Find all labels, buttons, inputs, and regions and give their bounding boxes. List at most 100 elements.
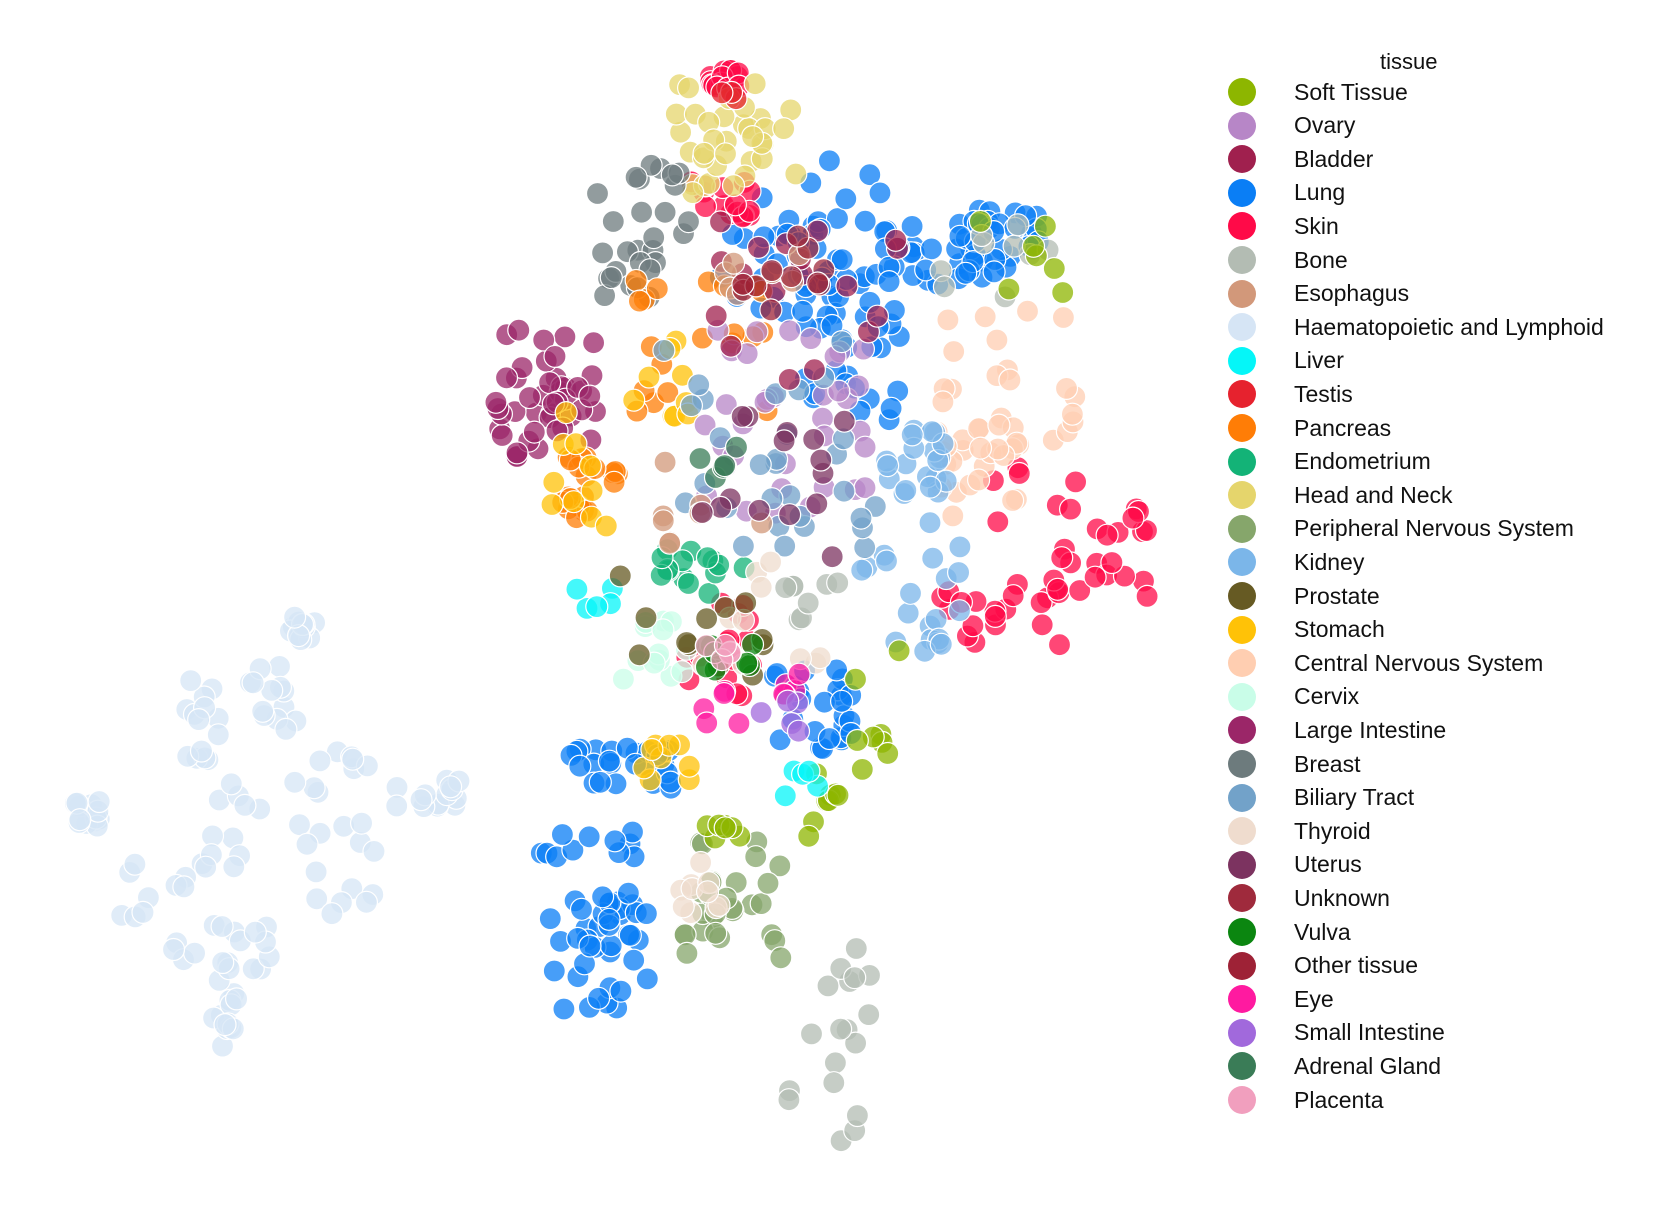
point-unknown — [779, 265, 803, 289]
point-haematopoietic-and-lymphoid — [362, 839, 386, 864]
legend-label: Skin — [1294, 212, 1339, 239]
point-central-nervous-system — [966, 417, 991, 441]
point-prostate — [694, 606, 719, 631]
point-soft-tissue — [1033, 214, 1058, 238]
point-lung — [877, 270, 901, 294]
point-pancreas — [602, 470, 626, 494]
point-liver — [565, 577, 589, 601]
point-kidney — [896, 601, 920, 625]
legend-item: Ovary — [1225, 109, 1355, 143]
point-lung — [552, 997, 576, 1021]
legend-label: Kidney — [1294, 548, 1365, 575]
legend-item: Other tissue — [1225, 949, 1418, 983]
point-central-nervous-system — [966, 468, 991, 492]
point-skin — [1030, 613, 1054, 637]
legend-marker — [1228, 111, 1256, 140]
point-skin — [1007, 461, 1031, 486]
point-soft-tissue — [713, 816, 737, 840]
legend-item: Central Nervous System — [1225, 646, 1543, 680]
legend-item: Esophagus — [1225, 277, 1409, 311]
point-central-nervous-system — [941, 504, 965, 528]
point-bladder — [719, 334, 743, 358]
point-adrenal-gland — [724, 435, 749, 459]
point-haematopoietic-and-lymphoid — [283, 770, 307, 794]
point-biliary-tract — [748, 453, 772, 477]
legend-item: Uterus — [1225, 848, 1362, 882]
point-large-intestine — [494, 366, 519, 390]
point-central-nervous-system — [942, 339, 966, 364]
legend-item: Adrenal Gland — [1225, 1049, 1441, 1083]
legend-item: Unknown — [1225, 881, 1390, 915]
legend-marker — [1228, 414, 1256, 442]
point-soft-tissue — [1042, 256, 1066, 281]
legend-marker — [1228, 1018, 1256, 1047]
legend-marker — [1228, 615, 1256, 644]
point-bladder — [884, 228, 908, 252]
point-skin — [1047, 633, 1072, 657]
legend-label: Uterus — [1294, 851, 1362, 878]
legend-item: Small Intestine — [1225, 1016, 1445, 1050]
point-large-intestine — [543, 344, 567, 368]
point-cervix — [611, 667, 636, 691]
point-kidney — [918, 511, 942, 535]
point-ovary — [853, 435, 877, 459]
point-central-nervous-system — [1000, 488, 1025, 513]
point-skin — [1135, 584, 1159, 609]
point-bone — [843, 965, 867, 990]
point-haematopoietic-and-lymphoid — [341, 747, 365, 771]
legend-label: Pancreas — [1294, 414, 1392, 441]
legend-item: Thyroid — [1225, 814, 1371, 848]
legend-marker — [1228, 279, 1256, 308]
point-biliary-tract — [832, 479, 856, 503]
point-soft-tissue — [876, 741, 900, 766]
point-biliary-tract — [687, 373, 711, 397]
point-skin — [983, 604, 1007, 629]
point-bladder — [708, 210, 733, 234]
legend-marker — [1228, 145, 1256, 174]
point-central-nervous-system — [1015, 299, 1040, 323]
point-uterus — [820, 545, 844, 569]
point-biliary-tract — [849, 506, 873, 530]
point-haematopoietic-and-lymphoid — [213, 1012, 237, 1037]
point-bone — [845, 1103, 870, 1128]
point-skin — [1050, 546, 1074, 570]
point-skin — [986, 510, 1010, 534]
legend-label: Testis — [1294, 380, 1353, 407]
point-stomach — [554, 401, 578, 425]
point-eye — [695, 711, 719, 735]
legend-marker — [1228, 1052, 1256, 1081]
point-bone — [777, 1088, 801, 1112]
legend-label: Central Nervous System — [1294, 649, 1544, 676]
point-central-nervous-system — [985, 328, 1009, 352]
point-ovary — [777, 319, 802, 343]
point-lung — [790, 299, 815, 323]
point-haematopoietic-and-lymphoid — [320, 902, 344, 926]
legend-marker — [1228, 1086, 1256, 1114]
point-kidney — [947, 599, 972, 623]
point-kidney — [894, 478, 918, 502]
point-central-nervous-system — [968, 436, 993, 460]
point-eye — [787, 662, 811, 686]
point-haematopoietic-and-lymphoid — [304, 860, 328, 884]
legend-title: tissue — [1380, 49, 1438, 74]
point-other-tissue — [760, 259, 784, 283]
point-lung — [900, 214, 924, 238]
point-lung — [634, 901, 659, 926]
point-haematopoietic-and-lymphoid — [225, 987, 249, 1011]
point-lung — [858, 163, 882, 187]
legend-label: Stomach — [1294, 616, 1385, 643]
legend-label: Biliary Tract — [1294, 784, 1415, 811]
point-stomach — [540, 492, 564, 517]
point-small-intestine — [776, 689, 800, 713]
point-uterus — [747, 498, 771, 522]
point-soft-tissue — [845, 728, 869, 753]
point-ovary — [693, 413, 717, 437]
legend-item: Bladder — [1225, 142, 1373, 176]
point-haematopoietic-and-lymphoid — [302, 776, 326, 800]
point-esophagus — [651, 509, 675, 533]
point-kidney — [921, 546, 945, 570]
point-peripheral-nervous-system — [744, 845, 768, 869]
point-large-intestine — [505, 441, 529, 465]
point-prostate — [634, 605, 658, 630]
point-head-and-neck — [740, 125, 765, 149]
